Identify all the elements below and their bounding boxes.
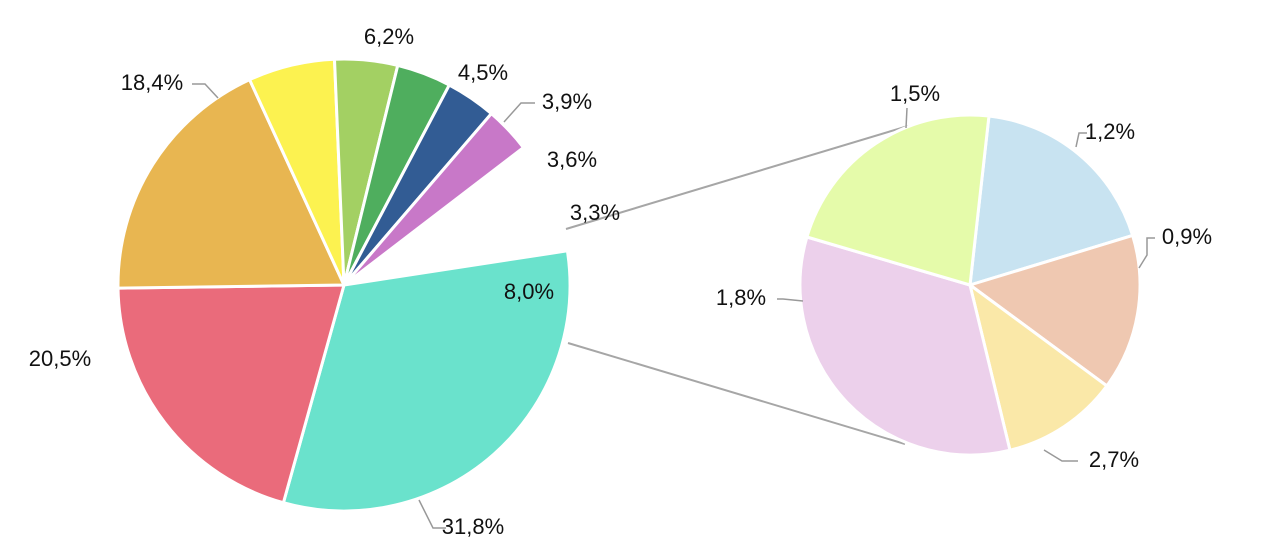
secondary-pie-leader-line-2 [1138,237,1155,269]
connector-line-bottom [567,342,906,445]
main-pie-slice-2 [116,78,346,290]
main-pie-data-label-2: 18,4% [121,70,183,95]
main-pie-data-label-0: 31,8% [442,514,504,539]
connector-line-top [565,125,909,230]
secondary-pie-leader-line-4 [777,298,804,302]
secondary-pie-data-label-3: 2,7% [1089,447,1139,472]
data-labels: 31,8% 20,5% 18,4% 6,2% 4,5% 3,9% 3,6% 3,3% 8,0% 1… [29,24,1212,539]
main-pie-data-label-7: 3,3% [570,200,620,225]
main-pie-data-label-1: 20,5% [29,346,91,371]
secondary-pie-data-label-2: 0,9% [1162,224,1212,249]
main-pie-slice-7 [342,112,525,287]
secondary-pie-data-label-1: 1,2% [1085,119,1135,144]
main-pie [116,57,572,513]
secondary-pie-data-label-0: 1,5% [890,81,940,106]
main-pie-slice-0 [281,249,572,513]
main-pie-leader-line-0 [418,499,446,529]
main-pie-slice-1 [116,283,346,505]
connector-lines [565,125,909,445]
main-pie-data-label-6: 3,6% [547,147,597,172]
secondary-pie-slice-4 [805,113,991,287]
secondary-pie-leader-line-3 [1043,449,1078,462]
main-pie-data-label-3: 6,2% [364,24,414,49]
secondary-pie-leader-line-1 [1075,132,1087,148]
secondary-pie-slice-0 [968,114,1135,287]
main-pie-leader-line-2 [192,83,219,99]
secondary-pie-leader-line-0 [905,107,908,129]
main-pie-data-label-4: 4,5% [458,60,508,85]
secondary-pie [798,113,1142,457]
secondary-pie-slice-3 [798,235,1012,457]
main-pie-data-label-8: 8,0% [504,279,554,304]
secondary-pie-slice-1 [968,233,1142,388]
main-pie-slice-8 [344,147,568,285]
secondary-pie-data-label-4: 1,8% [716,285,766,310]
secondary-pie-slice-2 [968,283,1109,452]
main-pie-leader-line-5 [503,102,535,123]
main-pie-data-label-5: 3,9% [542,89,592,114]
